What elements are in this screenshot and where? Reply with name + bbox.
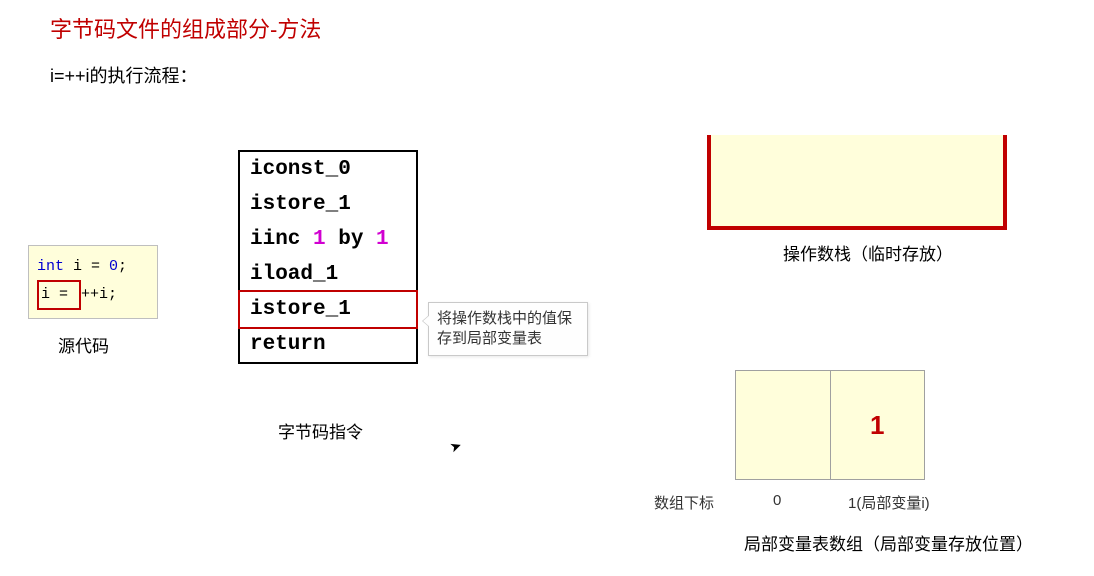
bc-arg: 1: [376, 228, 389, 251]
source-line-2: i = ++i;: [37, 280, 149, 310]
operand-stack-box: [707, 135, 1007, 230]
bytecode-row: iconst_0: [240, 152, 416, 187]
local-var-table-label: 局部变量表数组（局部变量存放位置）: [744, 530, 1033, 555]
bc-pre: iinc: [250, 228, 313, 251]
operand-stack-label: 操作数栈（临时存放）: [783, 240, 953, 265]
bytecode-row: istore_1: [240, 187, 416, 222]
src-num: 0: [109, 258, 118, 275]
local-var-cell-0: [736, 371, 831, 479]
highlight-lhs: i =: [37, 280, 81, 310]
array-index-0: 0: [773, 492, 781, 509]
page-title: 字节码文件的组成部分-方法: [50, 12, 321, 44]
cursor-icon: ➤: [447, 437, 464, 457]
source-code-box: int i = 0; i = ++i;: [28, 245, 158, 319]
bytecode-row-highlight: istore_1: [238, 290, 418, 329]
bytecode-row: return: [240, 327, 416, 362]
bytecode-label: 字节码指令: [278, 418, 363, 443]
keyword-int: int: [37, 258, 64, 275]
bc-arg: 1: [313, 228, 326, 251]
bc-mid: by: [326, 228, 376, 251]
src-rest: ++i;: [81, 286, 117, 303]
source-code-label: 源代码: [58, 332, 109, 357]
local-var-table: 1: [735, 370, 925, 480]
bytecode-row: iinc 1 by 1: [240, 222, 416, 257]
bytecode-box: iconst_0 istore_1 iinc 1 by 1 iload_1 is…: [238, 150, 418, 364]
source-line-1: int i = 0;: [37, 254, 149, 280]
src-var: i =: [64, 258, 109, 275]
array-index-label: 数组下标: [654, 492, 714, 513]
array-index-1: 1(局部变量i): [848, 492, 930, 513]
page-subtitle: i=++i的执行流程：: [50, 62, 198, 88]
local-var-cell-1: 1: [831, 371, 925, 479]
bytecode-row: iload_1: [240, 257, 416, 292]
instruction-tooltip: 将操作数栈中的值保存到局部变量表: [428, 302, 588, 356]
src-semi: ;: [118, 258, 127, 275]
